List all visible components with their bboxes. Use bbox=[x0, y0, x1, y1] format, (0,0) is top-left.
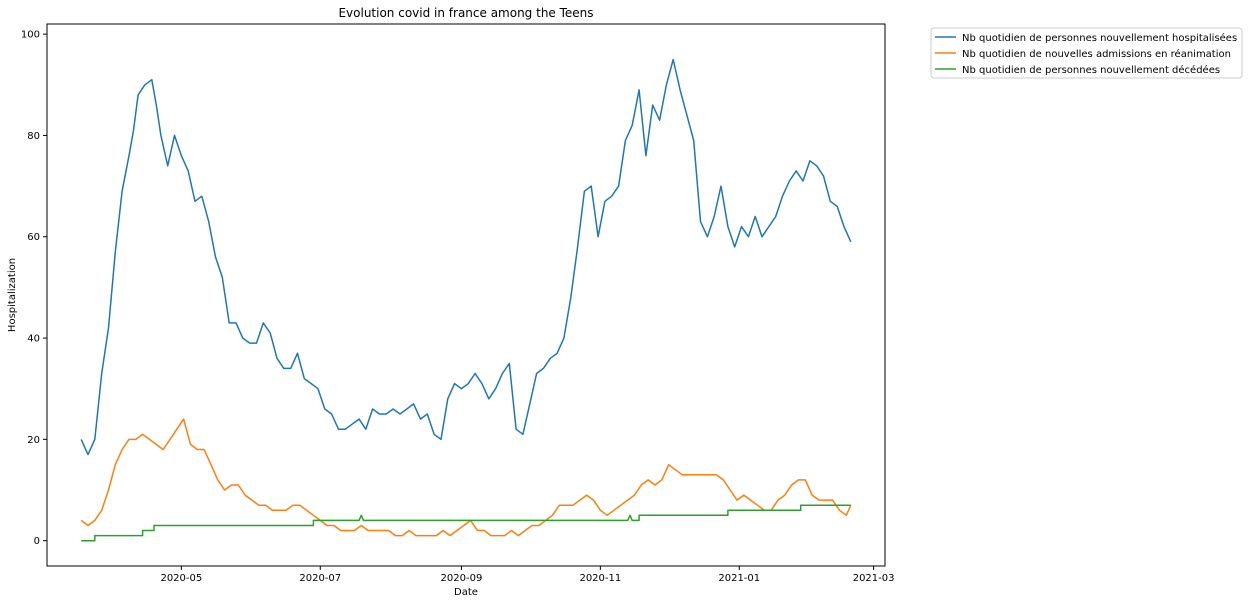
y-tick-label: 0 bbox=[34, 536, 40, 547]
legend-label-icu: Nb quotidien de nouvelles admissions en … bbox=[962, 48, 1231, 60]
x-tick-label: 2021-03 bbox=[853, 573, 895, 584]
y-tick-label: 80 bbox=[27, 131, 40, 142]
y-tick-label: 20 bbox=[27, 435, 40, 446]
x-tick-label: 2020-09 bbox=[441, 573, 483, 584]
series-layer bbox=[80, 58, 852, 542]
legend-label-deaths: Nb quotidien de personnes nouvellement d… bbox=[962, 64, 1220, 76]
legend-frame bbox=[930, 27, 1243, 79]
y-tick-label: 100 bbox=[21, 30, 40, 41]
y-tick-label: 40 bbox=[27, 334, 40, 345]
x-tick-label: 2020-11 bbox=[579, 573, 621, 584]
y-axis-ticks: 0 20 40 60 80 100 bbox=[21, 30, 47, 547]
series-line-1 bbox=[80, 418, 852, 537]
x-tick-label: 2020-07 bbox=[299, 573, 341, 584]
series-line-0 bbox=[80, 58, 852, 456]
x-tick-label: 2020-05 bbox=[160, 573, 202, 584]
y-tick-label: 60 bbox=[27, 232, 40, 243]
plot-area bbox=[46, 23, 886, 567]
series-line-2 bbox=[81, 504, 851, 542]
legend: Nb quotidien de personnes nouvellement h… bbox=[930, 27, 1243, 79]
chart-title: Evolution covid in france among the Teen… bbox=[338, 6, 593, 20]
x-tick-label: 2021-01 bbox=[718, 573, 760, 584]
x-axis-ticks: 2020-05 2020-07 2020-09 2020-11 2021-01 2021-… bbox=[160, 566, 895, 584]
y-axis-label: Hospitalization bbox=[7, 258, 18, 332]
x-axis-label: Date bbox=[454, 587, 478, 598]
legend-label-hospitalized: Nb quotidien de personnes nouvellement h… bbox=[962, 32, 1237, 44]
